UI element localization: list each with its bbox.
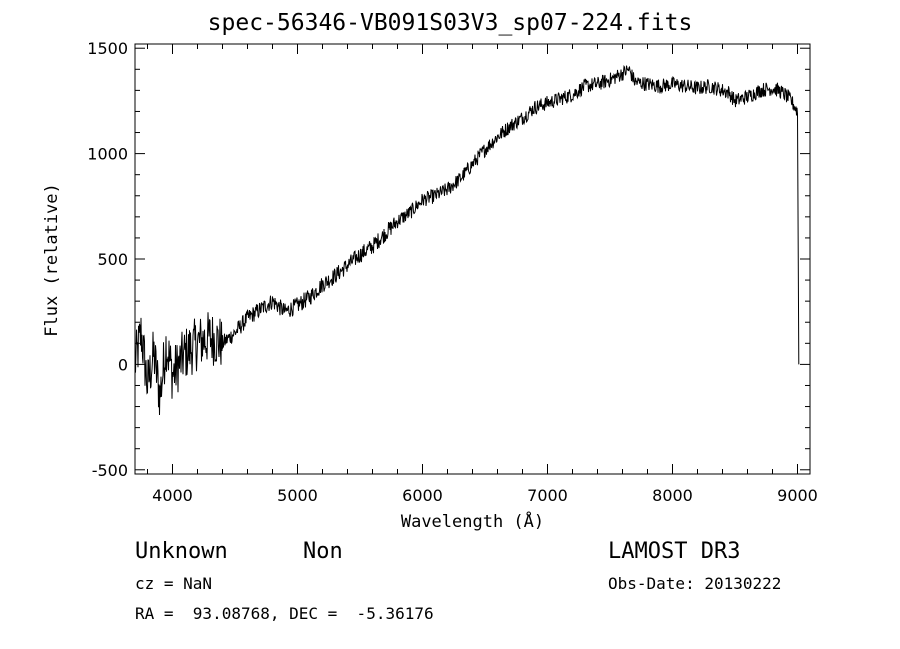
- x-tick-label: 7000: [527, 486, 568, 505]
- plot-frame: [134, 43, 811, 475]
- y-tick-label: -500: [92, 461, 128, 480]
- x-tick-label: 9000: [777, 486, 818, 505]
- chart-title: spec-56346-VB091S03V3_sp07-224.fits: [207, 10, 693, 36]
- x-tick-label: 4000: [152, 486, 193, 505]
- y-tick-label: 0: [118, 355, 128, 374]
- y-tick-label: 500: [97, 250, 128, 269]
- axis-tick-labels: 4000 5000 6000 7000 8000 9000 -500 0 500 1000 1500: [87, 39, 818, 505]
- survey-label: LAMOST DR3: [608, 539, 741, 564]
- observation-date: Obs-Date: 20130222: [608, 574, 782, 593]
- ra-dec-coordinates: RA = 93.08768, DEC = -5.36176: [135, 604, 434, 623]
- x-tick-label: 6000: [402, 486, 443, 505]
- y-axis-label: Flux (relative): [42, 183, 62, 337]
- axis-ticks: [135, 44, 810, 474]
- y-tick-label: 1000: [87, 145, 128, 164]
- redshift-cz: cz = NaN: [135, 574, 213, 593]
- spectrum-line: [134, 65, 800, 416]
- x-tick-label: 5000: [277, 486, 318, 505]
- object-class: Non: [303, 539, 343, 564]
- x-axis-label: Wavelength (Å): [400, 512, 545, 532]
- x-tick-label: 8000: [652, 486, 693, 505]
- y-tick-label: 1500: [87, 39, 128, 58]
- object-name: Unknown: [135, 539, 228, 564]
